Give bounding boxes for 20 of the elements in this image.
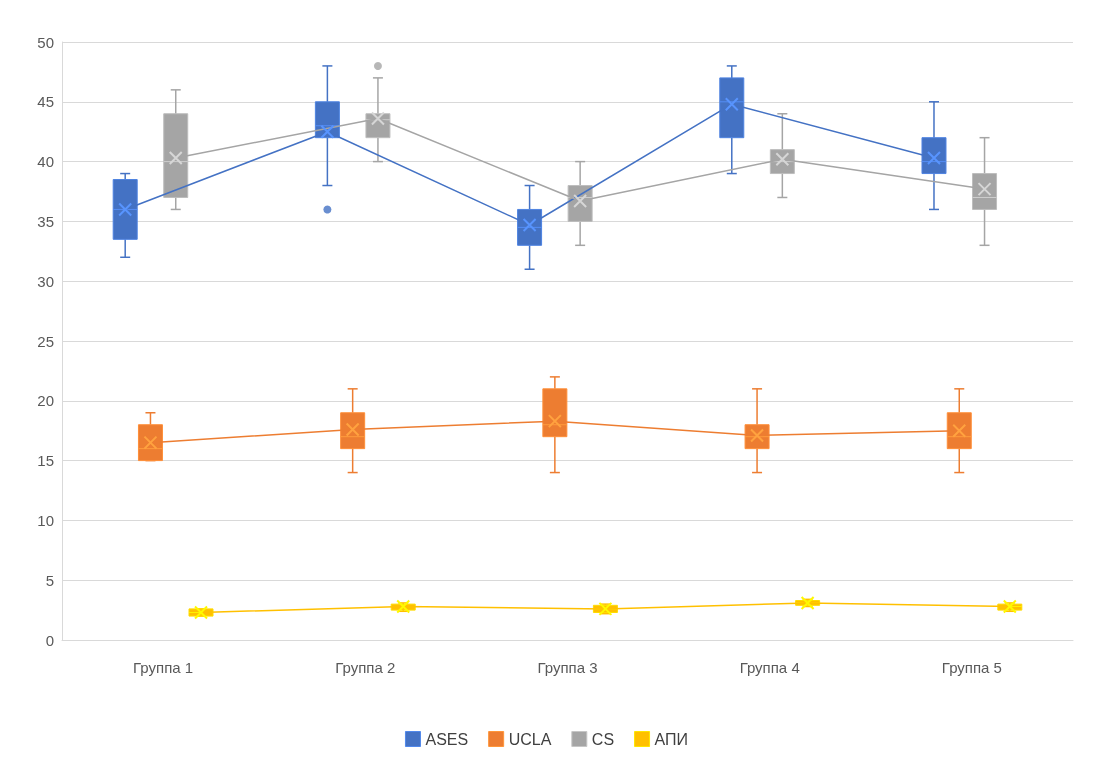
y-tick-label: 10 [37, 511, 54, 529]
legend-label: АПИ [654, 730, 689, 748]
y-tick-label: 40 [37, 153, 54, 171]
y-tick-label: 30 [37, 272, 54, 290]
x-tick-label: Группа 3 [537, 659, 598, 676]
y-tick-label: 35 [37, 212, 54, 230]
x-tick-label: Группа 2 [335, 659, 396, 676]
x-tick-label: Группа 1 [133, 659, 194, 676]
y-tick-label: 0 [45, 631, 54, 649]
y-tick-label: 5 [45, 571, 54, 589]
x-tick-label: Группа 5 [941, 659, 1002, 676]
legend-label: UCLA [508, 730, 552, 748]
legend-label: CS [591, 730, 615, 748]
y-tick-label: 15 [37, 452, 54, 470]
y-tick-label: 45 [37, 93, 54, 111]
x-tick-label: Группа 4 [739, 659, 800, 676]
legend-label: ASES [425, 730, 469, 748]
y-tick-label: 50 [37, 33, 54, 51]
y-tick-label: 20 [37, 392, 54, 410]
y-tick-label: 25 [37, 332, 54, 350]
